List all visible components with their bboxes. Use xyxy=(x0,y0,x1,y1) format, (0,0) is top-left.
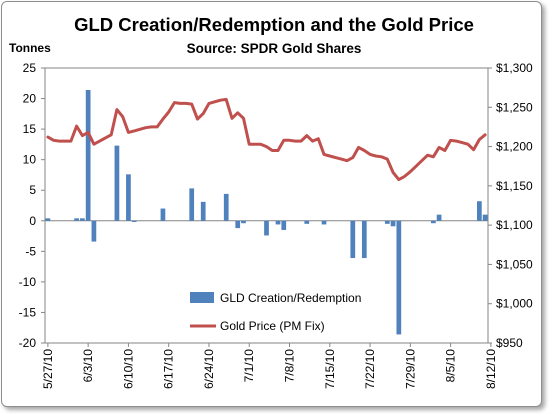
bar xyxy=(275,220,281,225)
y2-tick-label: $1,250 xyxy=(496,100,533,114)
x-tick-label: 6/3/10 xyxy=(81,349,95,383)
bar xyxy=(436,214,442,221)
bar xyxy=(160,208,166,221)
x-tick-label: 6/10/10 xyxy=(121,349,135,389)
x-tick-label: 8/5/10 xyxy=(444,349,458,383)
legend-swatch-bars xyxy=(190,292,214,303)
x-tick-label: 8/12/10 xyxy=(484,349,498,389)
y-tick-label: -15 xyxy=(19,305,37,319)
bar xyxy=(91,220,97,242)
chart-title: GLD Creation/Redemption and the Gold Pri… xyxy=(74,14,474,35)
y-tick-label: -10 xyxy=(19,275,37,289)
bar xyxy=(281,220,287,230)
bar xyxy=(321,220,327,225)
bar xyxy=(85,90,91,221)
legend-label-bars: GLD Creation/Redemption xyxy=(220,291,361,305)
bar xyxy=(396,220,402,335)
bar xyxy=(189,188,195,221)
gold-price-line xyxy=(46,97,487,182)
y-tick-label: -20 xyxy=(19,336,37,350)
x-tick-label: 6/24/10 xyxy=(202,349,216,389)
legend-label-line: Gold Price (PM Fix) xyxy=(220,319,325,333)
bar xyxy=(45,218,51,221)
bar xyxy=(114,145,120,221)
x-tick-label: 6/17/10 xyxy=(162,349,176,389)
bar xyxy=(235,220,241,229)
axes: -20 -15 -10 -5 0 5 10 15 20 25 $950 $1,000 $1,050 $1,… xyxy=(19,61,533,389)
y2-tick-label: $1,050 xyxy=(496,257,533,271)
bar xyxy=(223,193,229,221)
bar xyxy=(131,220,137,222)
y-tick-label: 10 xyxy=(23,153,37,167)
y-tick-label: 25 xyxy=(23,61,37,75)
x-tick-label: 7/15/10 xyxy=(323,349,337,389)
y2-tick-label: $1,000 xyxy=(496,297,533,311)
y-tick-label: -5 xyxy=(25,244,36,258)
bar xyxy=(350,220,356,259)
x-tick-label: 7/8/10 xyxy=(283,349,297,383)
y2-tick-label: $950 xyxy=(496,336,523,350)
bar xyxy=(390,220,396,227)
bar xyxy=(264,220,269,236)
bar xyxy=(477,201,482,221)
chart-subtitle: Source: SPDR Gold Shares xyxy=(187,41,362,56)
y-tick-label: 15 xyxy=(23,122,37,136)
bar xyxy=(200,201,206,221)
bar xyxy=(384,220,390,224)
legend: GLD Creation/Redemption Gold Price (PM F… xyxy=(190,291,361,333)
bar xyxy=(482,214,488,221)
bar xyxy=(304,220,310,224)
x-tick-label: 7/22/10 xyxy=(363,349,377,389)
y-tick-label: 20 xyxy=(23,92,37,106)
bar xyxy=(361,220,367,259)
y-tick-label: 0 xyxy=(29,214,36,228)
bar xyxy=(80,218,85,221)
y2-tick-label: $1,300 xyxy=(496,61,533,75)
y2-tick-label: $1,100 xyxy=(496,218,533,232)
bar xyxy=(241,220,246,224)
y2-tick-label: $1,200 xyxy=(496,140,533,154)
y-tick-label: 5 xyxy=(29,183,36,197)
x-tick-label: 7/1/10 xyxy=(242,349,256,383)
line-series xyxy=(46,97,487,182)
bar-series xyxy=(45,90,488,335)
bar xyxy=(74,218,80,221)
x-tick-label: 5/27/10 xyxy=(41,349,55,389)
x-tick-label: 7/29/10 xyxy=(403,349,417,389)
y-axis-label: Tonnes xyxy=(9,41,51,55)
bar xyxy=(126,174,131,221)
bar xyxy=(430,220,436,224)
y2-tick-label: $1,150 xyxy=(496,179,533,193)
